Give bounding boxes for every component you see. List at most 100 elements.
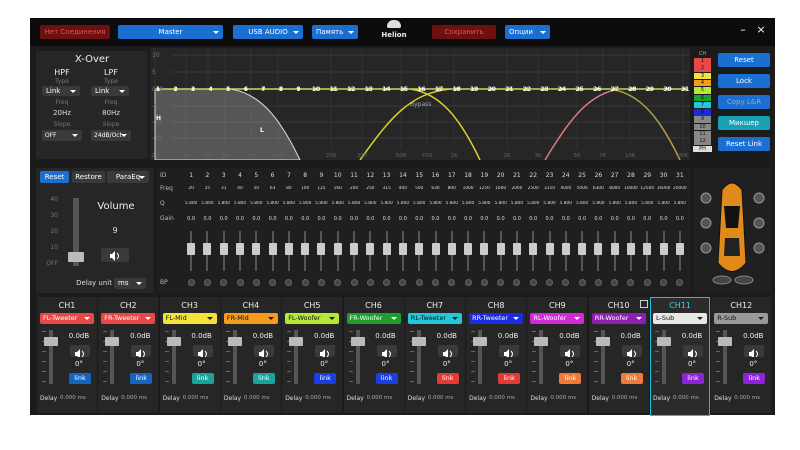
bp-toggle[interactable]	[562, 279, 570, 286]
output-dropdown[interactable]: L-Sub	[653, 313, 707, 324]
eq-slider-knob[interactable]	[659, 243, 668, 255]
panel-button[interactable]: ParaEq	[107, 171, 149, 183]
bp-toggle[interactable]	[220, 279, 228, 286]
eq-slider-knob[interactable]	[268, 243, 277, 255]
eq-slider-knob[interactable]	[203, 243, 212, 255]
eq-slider-knob[interactable]	[236, 243, 245, 255]
channel-list-item[interactable]: 5	[694, 87, 711, 94]
side-button[interactable]: Reset Link	[718, 137, 770, 151]
output-dropdown[interactable]: FL-Mid	[162, 313, 217, 324]
side-button[interactable]: Lock	[718, 74, 770, 88]
eq-slider-knob[interactable]	[578, 243, 587, 255]
channel-list-item[interactable]: 2	[694, 65, 711, 72]
side-button[interactable]: Copy L&R	[718, 95, 770, 109]
delay-unit-dropdown[interactable]: ms	[114, 278, 146, 289]
bp-toggle[interactable]	[269, 279, 277, 286]
link-button[interactable]: link	[130, 373, 153, 384]
gain-knob[interactable]	[657, 337, 671, 346]
link-button[interactable]: link	[314, 373, 337, 384]
type-dropdown[interactable]: Link	[42, 86, 80, 96]
eq-slider-knob[interactable]	[415, 243, 424, 255]
link-button[interactable]: link	[436, 373, 459, 384]
bp-toggle[interactable]	[399, 279, 407, 286]
speaker-button[interactable]	[683, 345, 703, 357]
channel-list-item[interactable]: 3	[694, 72, 711, 80]
device-dropdown[interactable]: USB AUDIO	[233, 25, 303, 39]
minimize-button[interactable]: –	[740, 23, 746, 36]
gain-knob[interactable]	[595, 337, 610, 346]
bp-toggle[interactable]	[252, 279, 260, 286]
gain-knob[interactable]	[166, 337, 181, 346]
speaker-button[interactable]	[744, 345, 765, 357]
bp-toggle[interactable]	[643, 279, 651, 286]
gain-knob[interactable]	[289, 337, 304, 346]
gain-knob[interactable]	[534, 337, 549, 346]
eq-slider-knob[interactable]	[610, 243, 619, 255]
speaker-button[interactable]	[315, 345, 336, 357]
side-button[interactable]: Reset	[718, 53, 770, 67]
output-dropdown[interactable]: FL-Tweeter	[40, 313, 94, 324]
eq-slider-knob[interactable]	[252, 243, 261, 255]
bp-toggle[interactable]	[203, 279, 211, 286]
link-button[interactable]: link	[252, 373, 275, 384]
bp-toggle[interactable]	[432, 279, 439, 286]
gain-knob[interactable]	[44, 337, 58, 346]
eq-slider-knob[interactable]	[496, 243, 505, 255]
channel-list-item[interactable]: 6	[694, 94, 711, 101]
master-dropdown[interactable]: Master	[118, 25, 223, 39]
speaker-button[interactable]	[192, 345, 213, 357]
speaker-button[interactable]	[437, 345, 458, 357]
speaker-button[interactable]	[560, 345, 581, 357]
output-dropdown[interactable]: FR-Mid	[223, 313, 278, 324]
bp-toggle[interactable]	[546, 279, 554, 286]
bp-toggle[interactable]	[317, 279, 325, 286]
gain-knob[interactable]	[105, 337, 120, 346]
eq-slider-knob[interactable]	[512, 243, 521, 255]
options-dropdown[interactable]: Опции	[505, 25, 550, 39]
bp-toggle[interactable]	[578, 279, 586, 286]
gain-knob[interactable]	[473, 337, 488, 346]
link-button[interactable]: link	[69, 373, 91, 384]
bp-toggle[interactable]	[660, 279, 668, 286]
output-dropdown[interactable]: FL-Woofer	[285, 313, 340, 324]
bp-toggle[interactable]	[187, 279, 195, 286]
output-dropdown[interactable]: RL-Woofer	[530, 313, 585, 324]
side-button[interactable]: Микшер	[718, 116, 770, 130]
speaker-button[interactable]	[499, 345, 520, 357]
bp-toggle[interactable]	[676, 279, 684, 286]
link-button[interactable]: link	[191, 373, 214, 384]
bp-toggle[interactable]	[594, 279, 602, 286]
bp-toggle[interactable]	[366, 279, 374, 286]
bp-toggle[interactable]	[236, 279, 244, 286]
panel-button[interactable]: Restore	[72, 171, 105, 183]
eq-slider-knob[interactable]	[382, 243, 391, 255]
memory-dropdown[interactable]: Память	[312, 25, 358, 39]
channel-list-item[interactable]: 9	[694, 116, 711, 123]
bp-toggle[interactable]	[448, 279, 456, 286]
channel-list-item[interactable]: 1	[694, 58, 711, 65]
channel-list-item[interactable]: 12	[694, 138, 711, 145]
link-button[interactable]: link	[498, 373, 521, 384]
eq-slider-knob[interactable]	[561, 243, 570, 255]
bp-toggle[interactable]	[383, 279, 391, 286]
eq-slider-knob[interactable]	[545, 243, 554, 255]
slope-dropdown[interactable]: OFF	[42, 130, 82, 141]
save-button[interactable]: Сохранить	[432, 25, 496, 39]
bp-toggle[interactable]	[350, 279, 358, 286]
link-button[interactable]: link	[743, 373, 766, 384]
panel-button[interactable]: Reset	[40, 171, 69, 183]
speaker-button[interactable]	[376, 345, 397, 357]
eq-slider-knob[interactable]	[594, 243, 603, 255]
close-button[interactable]: ×	[756, 23, 766, 36]
bp-toggle[interactable]	[415, 279, 423, 286]
eq-slider-knob[interactable]	[464, 243, 473, 255]
bp-toggle[interactable]	[611, 279, 619, 286]
speaker-button[interactable]	[253, 345, 274, 357]
channel-list-item[interactable]: 7	[694, 101, 711, 109]
eq-slider-knob[interactable]	[529, 243, 538, 255]
bp-toggle[interactable]	[529, 279, 537, 286]
eq-slider-knob[interactable]	[366, 243, 375, 255]
link-button[interactable]: link	[375, 373, 398, 384]
eq-slider-knob[interactable]	[333, 243, 342, 255]
link-button[interactable]: link	[682, 373, 704, 384]
